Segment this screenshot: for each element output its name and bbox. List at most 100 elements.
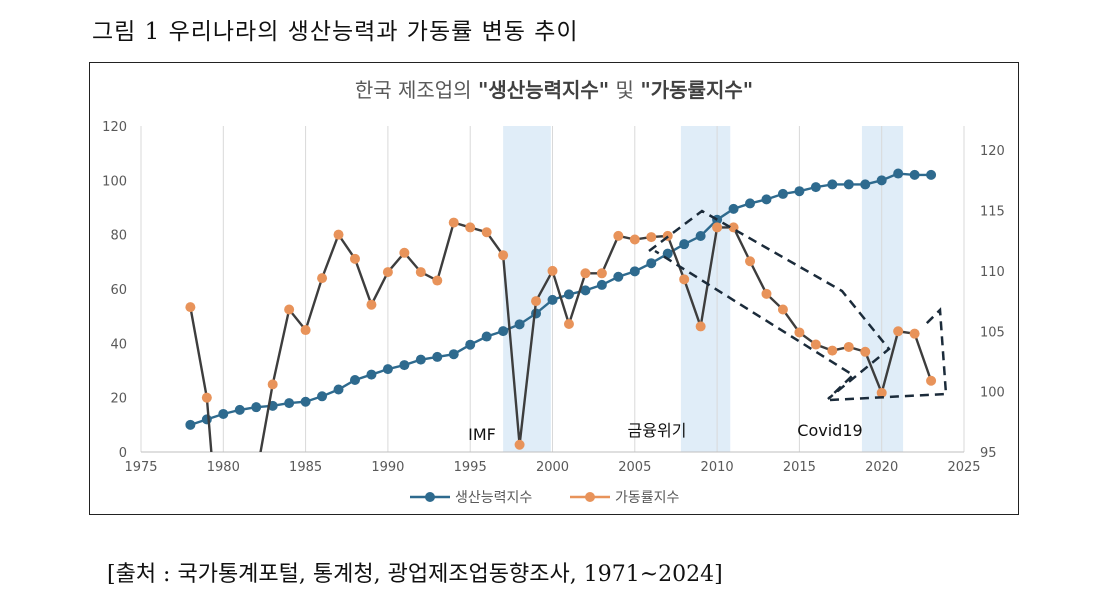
utilization-point-2009 — [695, 321, 706, 332]
utilization-point-1979 — [201, 392, 212, 403]
y-right-tick-label: 120 — [980, 144, 1005, 159]
capacity-point-2004 — [613, 271, 624, 282]
utilization-point-2012 — [745, 256, 756, 267]
legend-label-1: 가동률지수 — [615, 490, 680, 506]
series-line-utilization — [189, 221, 933, 452]
utilization-point-2013 — [761, 288, 772, 299]
capacity-point-1992 — [415, 354, 426, 365]
capacity-point-1980 — [218, 408, 229, 419]
capacity-point-2005 — [629, 266, 640, 277]
x-tick-label: 2015 — [783, 460, 816, 475]
capacity-point-2003 — [596, 279, 607, 290]
utilization-point-1986 — [317, 273, 328, 284]
capacity-point-2018 — [843, 179, 854, 190]
shaded-periods — [503, 126, 904, 452]
capacity-point-2014 — [777, 188, 788, 199]
y-left-tick-label: 100 — [102, 174, 127, 189]
utilization-point-1984 — [284, 304, 295, 315]
capacity-point-1986 — [317, 391, 328, 402]
x-tick-label: 2025 — [947, 460, 980, 475]
trend-arrow-recovery — [829, 307, 948, 402]
chart-frame: 한국 제조업의 "생산능력지수" 및 "가동률지수" 1975 1980 1985 1… — [89, 62, 1019, 515]
chart-title-prefix: 한국 제조업의 — [355, 78, 478, 102]
capacity-point-1991 — [399, 360, 410, 371]
utilization-point-1993 — [432, 275, 443, 286]
x-tick-label: 1985 — [289, 460, 322, 475]
capacity-point-1978 — [185, 419, 196, 430]
utilization-point-1985 — [300, 325, 311, 336]
capacity-point-2011 — [728, 203, 739, 214]
capacity-point-1996 — [481, 331, 492, 342]
utilization-point-1991 — [399, 247, 410, 258]
capacity-point-2009 — [695, 231, 706, 242]
capacity-point-2012 — [745, 198, 756, 209]
utilization-point-2002 — [580, 268, 591, 279]
chart-svg: 한국 제조업의 "생산능력지수" 및 "가동률지수" 1975 1980 1985 1… — [102, 78, 1005, 506]
capacity-point-2015 — [794, 186, 805, 197]
utilization-point-1987 — [333, 229, 344, 240]
capacity-point-1985 — [300, 396, 311, 407]
capacity-point-1979 — [201, 414, 212, 425]
x-tick-label: 1980 — [207, 460, 240, 475]
utilization-point-2006 — [646, 232, 657, 243]
period-label-0: IMF — [468, 425, 496, 444]
utilization-point-2023 — [926, 375, 937, 386]
y-right-tick-label: 105 — [980, 325, 1005, 340]
utilization-point-2010 — [712, 222, 723, 233]
utilization-point-2021 — [893, 326, 904, 337]
utilization-point-2014 — [777, 304, 788, 315]
y-right-tick-label: 100 — [980, 386, 1005, 401]
series-layer — [185, 168, 937, 452]
utilization-point-1995 — [465, 222, 476, 233]
axes: 1975 1980 1985 1990 1995 2000 2005 2010 2015 2020… — [102, 120, 1005, 475]
utilization-point-1983 — [267, 379, 278, 390]
capacity-point-1982 — [251, 402, 262, 413]
legend: 생산능력지수 가동률지수 — [410, 490, 680, 506]
capacity-point-2023 — [926, 169, 937, 180]
utilization-point-2020 — [876, 387, 887, 398]
annotations — [648, 209, 948, 402]
chart-title: 한국 제조업의 "생산능력지수" 및 "가동률지수" — [355, 78, 753, 102]
utilization-point-2017 — [827, 345, 838, 356]
capacity-point-2000 — [547, 294, 558, 305]
capacity-point-2016 — [810, 182, 821, 193]
utilization-point-1999 — [531, 296, 542, 307]
utilization-point-1989 — [366, 299, 377, 310]
x-tick-label: 1995 — [454, 460, 487, 475]
utilization-point-2019 — [860, 346, 871, 357]
utilization-point-1997 — [498, 250, 509, 261]
capacity-point-2002 — [580, 285, 591, 296]
y-left-tick-label: 80 — [110, 229, 127, 244]
capacity-point-1990 — [382, 364, 393, 375]
utilization-point-2018 — [843, 341, 854, 352]
chart-title-middle: 및 — [609, 78, 640, 102]
figure-caption: 그림 1 우리나라의 생산능력과 가동률 변동 추이 — [92, 19, 579, 45]
x-tick-label: 2010 — [701, 460, 734, 475]
shaded-period-1 — [680, 126, 731, 452]
legend-marker-1 — [585, 492, 595, 502]
capacity-point-1998 — [514, 319, 525, 330]
legend-label-0: 생산능력지수 — [455, 490, 532, 506]
y-left-tick-label: 20 — [110, 392, 127, 407]
utilization-point-2003 — [596, 268, 607, 279]
y-left-tick-label: 120 — [102, 120, 127, 135]
x-tick-label: 1975 — [124, 460, 157, 475]
y-right-tick-label: 115 — [980, 205, 1005, 220]
y-left-tick-label: 0 — [119, 446, 127, 461]
chart-title-series2: "가동률지수" — [640, 78, 753, 102]
period-label-2: Covid19 — [797, 421, 862, 440]
capacity-point-1989 — [366, 369, 377, 380]
utilization-point-1994 — [448, 217, 459, 228]
chart-title-series1: "생산능력지수" — [478, 78, 609, 102]
y-right-tick-label: 110 — [980, 265, 1005, 280]
capacity-point-1987 — [333, 384, 344, 395]
x-tick-label: 2020 — [865, 460, 898, 475]
capacity-point-2021 — [893, 168, 904, 179]
period-labels: IMF 금융위기 Covid19 — [468, 421, 863, 444]
y-left-tick-label: 40 — [110, 337, 127, 352]
x-tick-label: 2000 — [536, 460, 569, 475]
x-tick-label: 2005 — [618, 460, 651, 475]
utilization-point-1998 — [514, 439, 525, 450]
trend-arrow-decline — [648, 209, 891, 400]
utilization-point-2016 — [810, 339, 821, 350]
